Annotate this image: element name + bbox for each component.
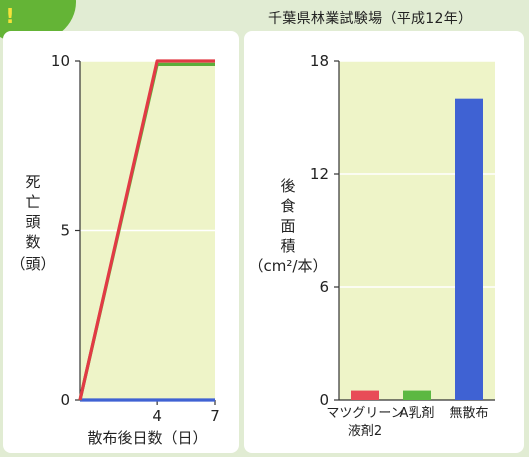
feeding-area-chart-panel: 0 6 12 18 マツグリーン 液剤2 A乳剤 無散布 後食面積 （cm²/本）	[244, 31, 524, 453]
source-note: 千葉県林業試験場（平成12年）	[268, 11, 473, 27]
y-axis-title-char: 積	[280, 237, 295, 255]
mortality-chart-panel: 0 5 10 4 7 散布後日数（日） 死亡頭数 （頭）	[3, 31, 239, 453]
y-axis-title-char: （頭）	[10, 255, 55, 273]
y-tick-label: 0	[60, 391, 70, 409]
series-line	[78, 59, 215, 401]
y-axis-title-char: 後	[280, 177, 295, 195]
y-axis-title-char: 面	[280, 217, 295, 235]
y-tick-label: 12	[310, 165, 329, 183]
y-axis-title-char: 頭	[25, 213, 40, 231]
y-axis-title-char: 数	[25, 233, 40, 251]
y-tick-label: 18	[310, 52, 329, 70]
badge-exclamation: !	[5, 4, 15, 28]
y-tick-label: 10	[51, 52, 70, 70]
y-tick-label: 5	[60, 222, 70, 240]
y-tick-label: 6	[319, 278, 329, 296]
x-tick-label: 7	[210, 407, 220, 425]
bar	[351, 390, 379, 400]
y-axis-unit: （cm²/本）	[249, 257, 328, 275]
y-axis-title-char: 食	[280, 197, 295, 215]
category-label: A乳剤	[400, 405, 435, 421]
y-axis-title-char: 死	[25, 173, 40, 191]
x-axis-title: 散布後日数（日）	[87, 429, 207, 447]
y-tick-label: 0	[319, 391, 329, 409]
category-label: 無散布	[449, 406, 488, 421]
y-axis-title-char: 亡	[25, 193, 40, 211]
x-tick-label: 4	[152, 407, 162, 425]
category-label: マツグリーン	[326, 406, 403, 421]
category-label: 液剤2	[348, 423, 382, 439]
bar	[403, 390, 431, 400]
bar	[455, 98, 483, 401]
